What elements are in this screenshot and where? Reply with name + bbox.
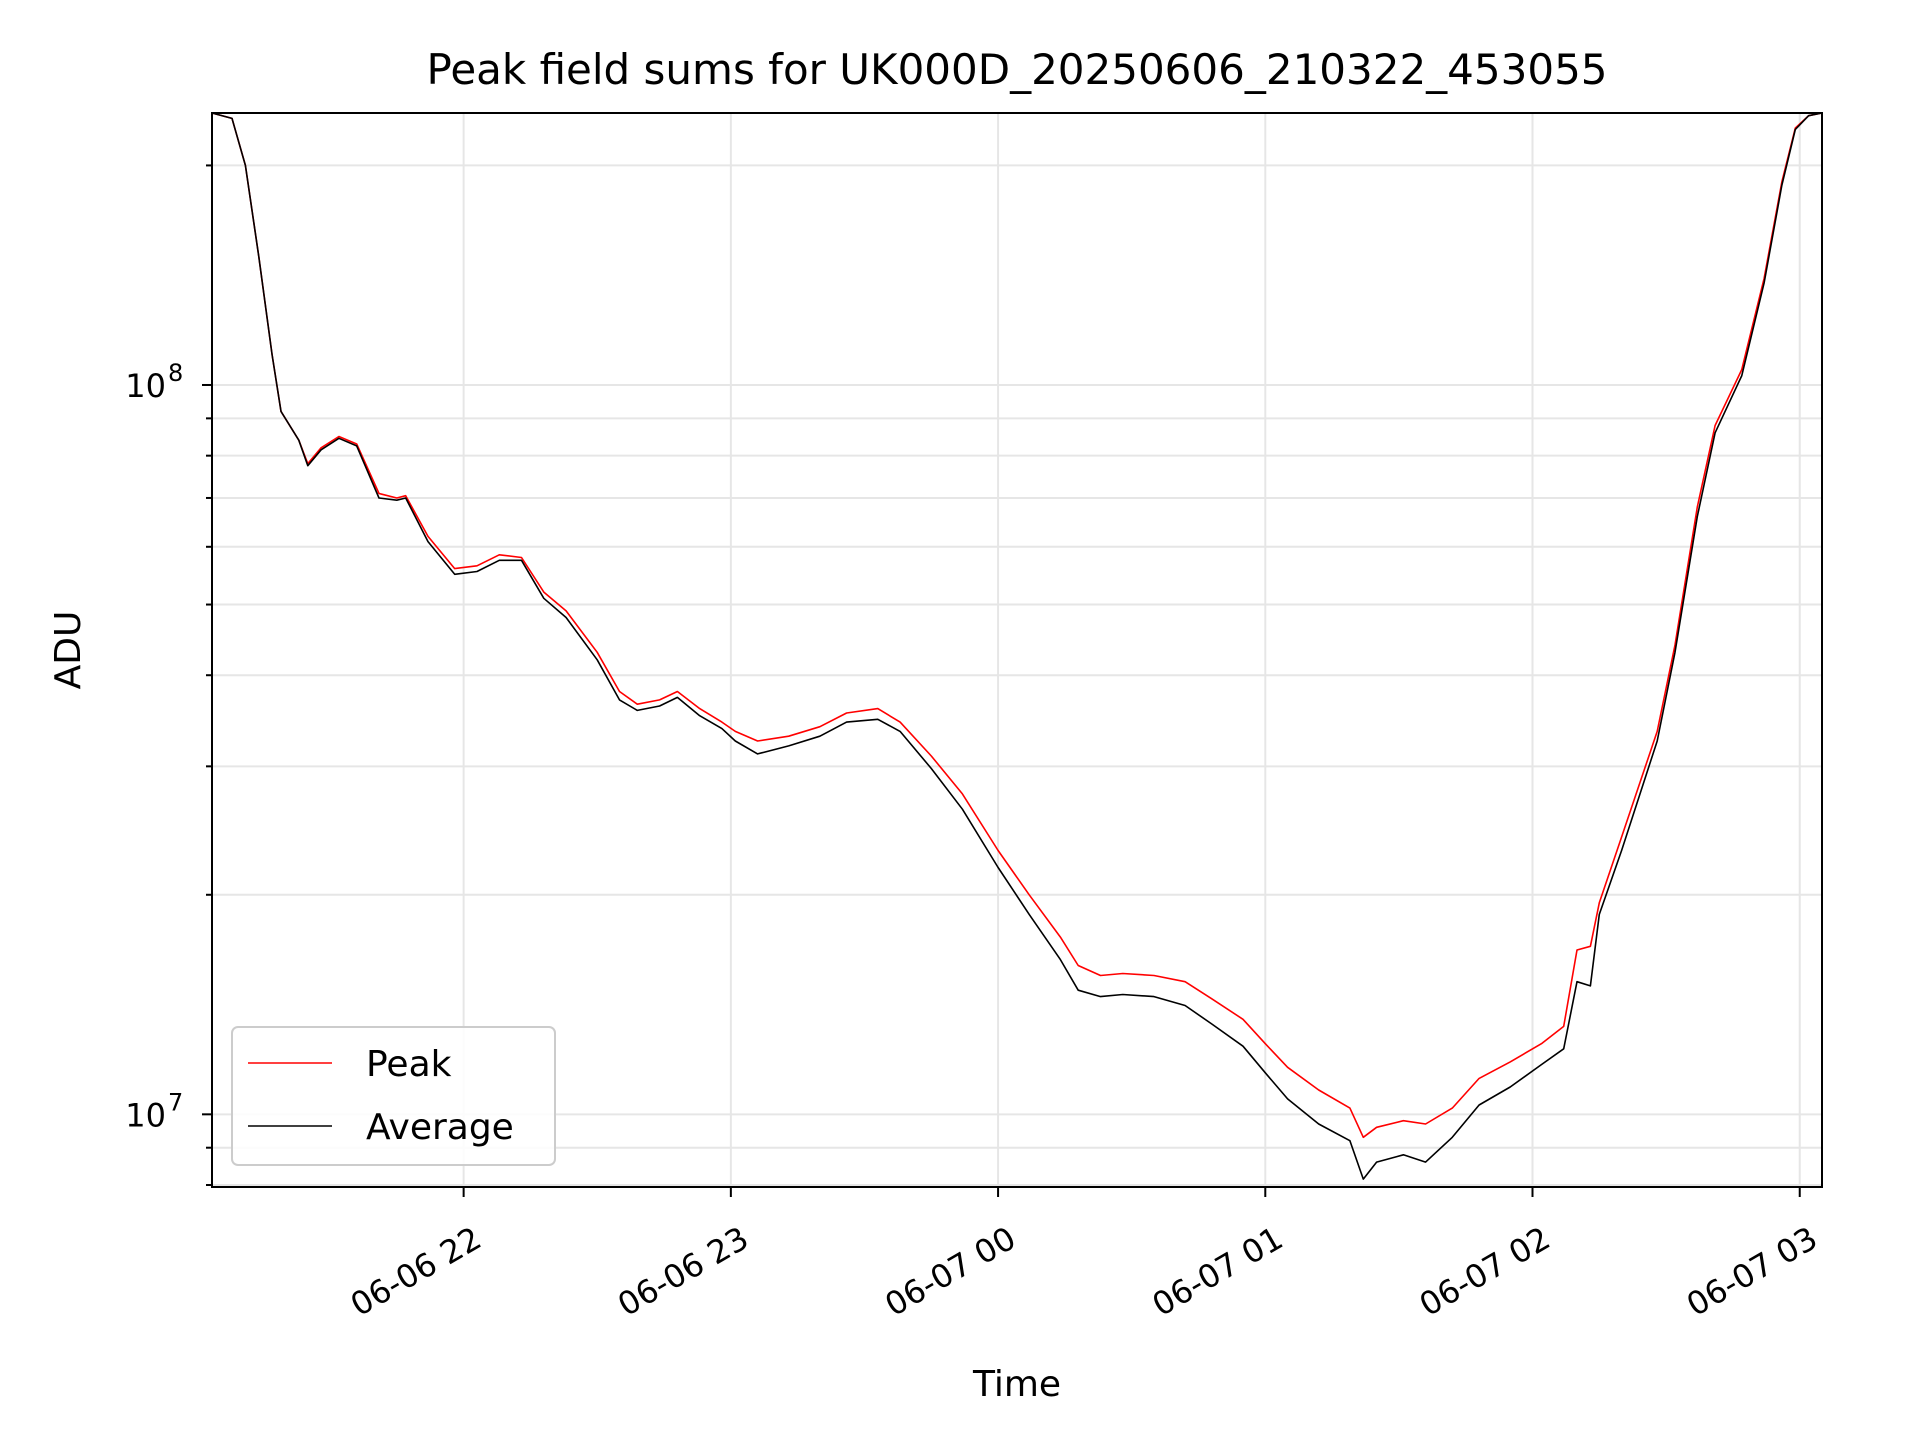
y-tick-label: 10 xyxy=(125,1096,166,1134)
y-tick-label: 10 xyxy=(125,367,166,405)
legend-box xyxy=(231,1026,556,1166)
y-tick-exponent: 8 xyxy=(168,359,183,387)
legend: Peak Average xyxy=(231,1026,556,1166)
x-axis-label: Time xyxy=(972,1364,1061,1405)
y-tick-exponent: 7 xyxy=(168,1088,183,1116)
series-line-average xyxy=(211,112,1823,1180)
plot-frame xyxy=(211,112,1823,1188)
grid xyxy=(212,113,1822,1187)
chart-title: Peak field sums for UK000D_20250606_2103… xyxy=(426,45,1607,94)
series-line-peak xyxy=(211,112,1823,1139)
legend-average-label: Average xyxy=(366,1107,514,1148)
series-group xyxy=(211,112,1823,1180)
y-axis-label: ADU xyxy=(48,611,89,690)
legend-peak-label: Peak xyxy=(366,1044,452,1085)
